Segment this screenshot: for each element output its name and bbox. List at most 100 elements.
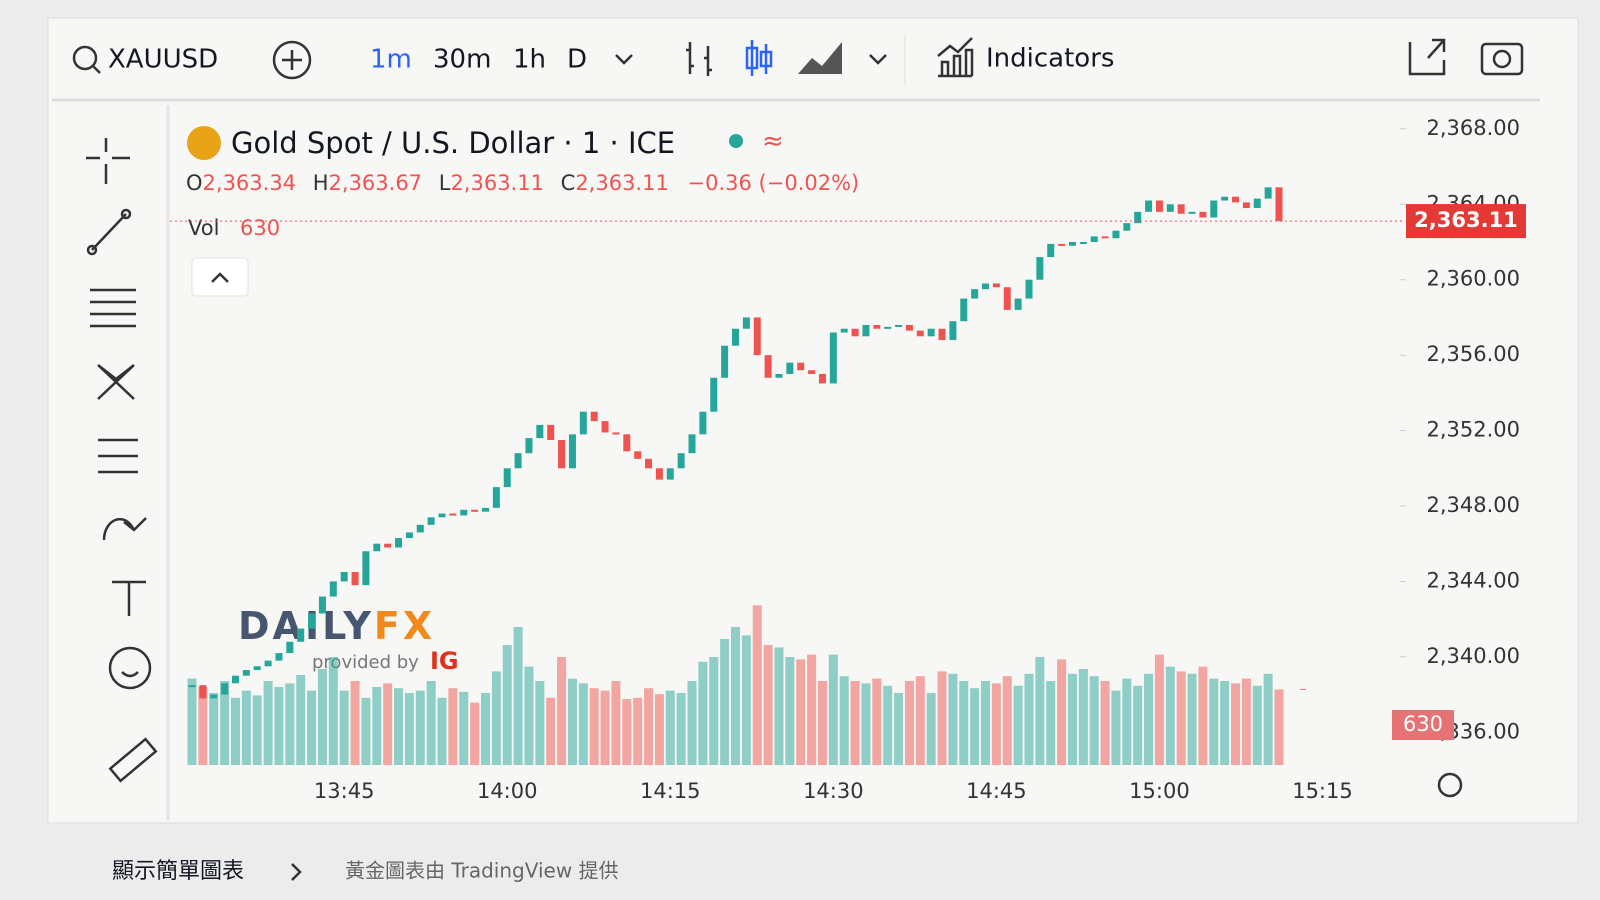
credit: 黃金圖表由 TradingView 提供 <box>345 859 619 883</box>
candle-body <box>916 330 924 337</box>
h-label: H <box>313 171 329 195</box>
symbol[interactable]: XAUUSD <box>108 45 218 75</box>
chart-type-dropdown[interactable] <box>869 54 887 65</box>
timeframe-dropdown[interactable] <box>615 54 633 65</box>
trend-line-tool[interactable] <box>91 213 127 251</box>
chart-title: Gold Spot / U.S. Dollar · 1 · ICE <box>231 126 675 160</box>
volume-bar <box>1133 685 1143 765</box>
c-label: C <box>561 171 576 195</box>
candle-body <box>514 453 522 469</box>
volume-bar <box>752 605 762 765</box>
search-icon[interactable] <box>72 45 98 71</box>
candle-body <box>427 517 435 525</box>
candle-body <box>460 509 468 516</box>
add-symbol[interactable] <box>272 40 312 80</box>
ruler-tool[interactable] <box>108 737 158 783</box>
candle-body <box>1068 242 1076 246</box>
collapse-legend[interactable] <box>191 257 249 297</box>
x-tick-label: 14:15 <box>640 779 701 803</box>
volume-bar <box>263 681 273 765</box>
volume-bar <box>654 694 664 765</box>
volume-value: 630 <box>240 216 280 240</box>
l-value: 2,363.11 <box>450 171 544 195</box>
candle-body <box>362 551 370 586</box>
volume-bar <box>328 657 338 765</box>
candle-body <box>275 653 283 661</box>
open-external[interactable] <box>1408 38 1446 76</box>
candle-body <box>808 370 816 374</box>
collapse-arrow <box>211 272 229 283</box>
candle-body <box>1264 187 1272 199</box>
timeframe[interactable]: 30m <box>433 45 491 75</box>
candle-body <box>438 513 446 518</box>
timeframe[interactable]: 1h <box>513 45 546 75</box>
fib-tool[interactable] <box>90 288 136 328</box>
timeframe[interactable]: 1m <box>370 45 412 75</box>
emoji-tool[interactable] <box>108 646 152 690</box>
candle-body <box>1003 287 1011 310</box>
top-toolbar: XAUUSD 1m 30m 1h D Indicators <box>52 35 1540 102</box>
candle-body <box>960 298 968 322</box>
timeframe[interactable]: D <box>567 45 587 75</box>
candle-body <box>558 440 566 469</box>
y-tick-label: 2,356.00 <box>1426 342 1520 366</box>
candle-body <box>775 374 783 378</box>
candle-body <box>1166 204 1174 212</box>
candle-body <box>612 432 620 435</box>
candle-body <box>1145 200 1153 212</box>
last-price-box <box>1406 204 1526 239</box>
brush-tool[interactable] <box>102 517 147 541</box>
candle-body <box>395 538 403 548</box>
volume-bar <box>807 654 817 765</box>
candle-body <box>568 434 576 469</box>
volume-bar <box>1046 681 1056 765</box>
watermark-ig: IG <box>430 647 459 675</box>
crosshair-tool[interactable] <box>86 138 130 184</box>
candle-body <box>590 411 598 422</box>
simple-chart-link[interactable]: 顯示簡單圖表 <box>112 859 244 884</box>
area-icon[interactable] <box>798 42 842 74</box>
candle-body <box>655 468 663 480</box>
volume-bar <box>1078 669 1088 765</box>
candle-body <box>1253 198 1261 209</box>
volume-bar <box>252 695 262 765</box>
candle-body <box>710 377 718 412</box>
volume-bar <box>948 673 958 765</box>
candle-body <box>601 421 609 433</box>
candle-body <box>1210 200 1218 218</box>
volume-bar <box>796 659 806 765</box>
candle-body <box>623 434 631 452</box>
text-tool[interactable] <box>112 580 146 616</box>
prediction-tool[interactable] <box>98 438 138 474</box>
volume-bar <box>535 681 545 765</box>
snapshot[interactable] <box>1480 42 1524 76</box>
volume-bar <box>600 690 610 765</box>
volume-bar <box>339 690 349 765</box>
settings-icon[interactable] <box>1437 772 1463 798</box>
data-delay[interactable]: ≈ <box>762 127 784 157</box>
volume-bar <box>741 635 751 765</box>
volume-bar <box>1209 678 1219 765</box>
volume-bar <box>926 693 936 765</box>
candle-body <box>188 685 196 688</box>
candle-body <box>1047 243 1055 258</box>
x-tick-label: 15:00 <box>1129 779 1190 803</box>
pattern-tool[interactable] <box>97 364 135 400</box>
volume-bar <box>198 687 208 765</box>
candle-body <box>1188 211 1196 214</box>
volume-bar <box>1220 681 1230 765</box>
indicators-icon[interactable] <box>937 37 974 78</box>
indicators-button[interactable]: Indicators <box>986 44 1114 74</box>
volume-bar <box>557 657 567 765</box>
candle-body <box>547 424 555 440</box>
market-status[interactable] <box>729 134 743 148</box>
candle-body <box>1123 223 1131 231</box>
bars-icon[interactable] <box>686 42 712 76</box>
volume-bar <box>698 661 708 765</box>
candles-icon[interactable] <box>745 46 759 70</box>
last-price-label: 2,363.11 <box>1414 208 1518 232</box>
last-volume-label: 630 <box>1403 712 1443 736</box>
volume-bar <box>383 683 393 765</box>
